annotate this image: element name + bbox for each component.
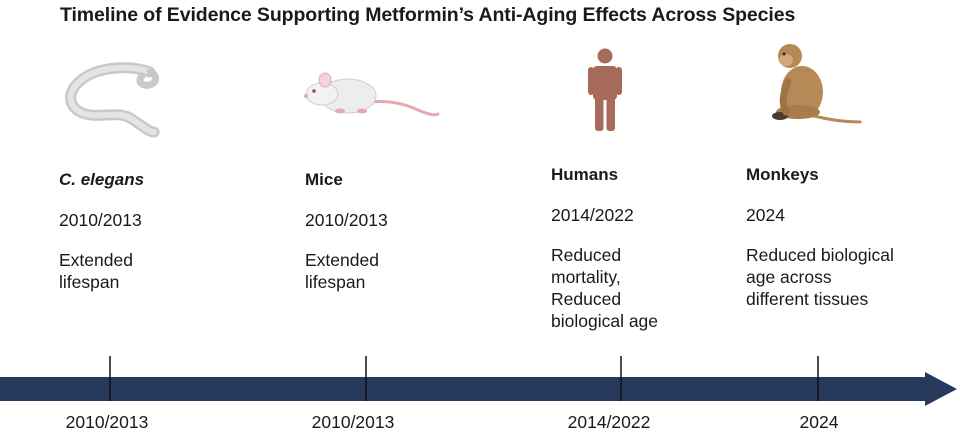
entry-c-elegans: C. elegans 2010/2013 Extended lifespan	[59, 170, 249, 293]
entry-year: 2010/2013	[59, 210, 142, 230]
entry-effect: Extended lifespan	[59, 250, 133, 292]
timeline-label: 2014/2022	[567, 412, 651, 432]
diagram-title: Timeline of Evidence Supporting Metformi…	[60, 4, 796, 26]
timeline-label: 2024	[799, 412, 839, 432]
entry-year: 2014/2022	[551, 205, 634, 225]
entry-effect: Reduced mortality, Reduced biological ag…	[551, 245, 659, 331]
entry-effect: Extended lifespan	[305, 250, 379, 292]
mouse-icon	[304, 72, 440, 117]
species-label: Humans	[551, 165, 619, 184]
worm-icon	[65, 62, 160, 138]
entry-humans: Humans 2014/2022 Reduced mortality, Redu…	[551, 165, 741, 332]
species-label: Monkeys	[746, 165, 819, 184]
entry-mice: Mice 2010/2013 Extended lifespan	[305, 170, 495, 293]
monkey-icon	[772, 44, 862, 124]
human-icon	[588, 48, 622, 131]
entry-year: 2010/2013	[305, 210, 388, 230]
timeline-label: 2010/2013	[311, 412, 395, 432]
timeline-arrow	[0, 372, 957, 406]
species-label: C. elegans	[59, 170, 145, 189]
species-label: Mice	[305, 170, 343, 189]
timeline-label: 2010/2013	[65, 412, 149, 432]
entry-monkeys: Monkeys 2024 Reduced biological age acro…	[746, 165, 936, 310]
entry-year: 2024	[746, 205, 785, 225]
entry-effect: Reduced biological age across different …	[746, 245, 894, 309]
